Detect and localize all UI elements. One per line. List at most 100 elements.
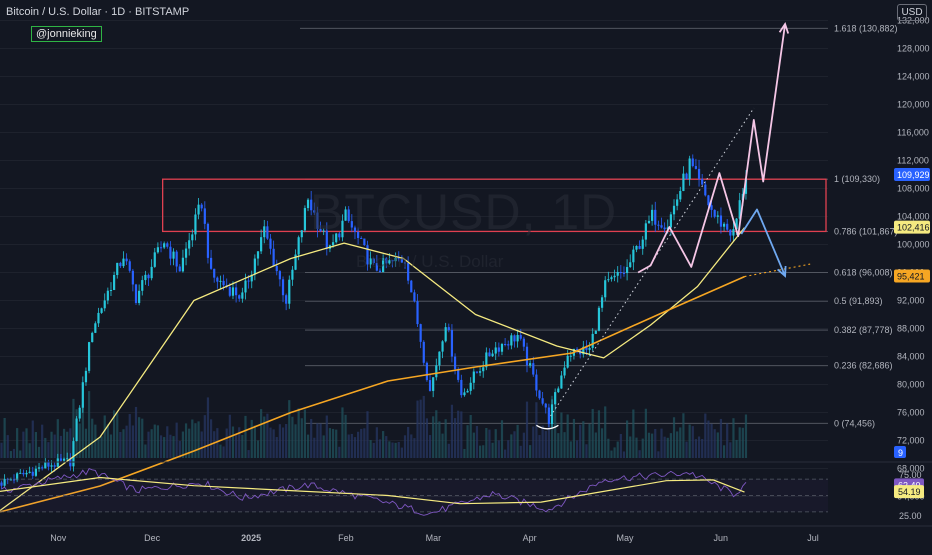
volume-bar	[694, 439, 698, 458]
time-tick-label: Jun	[713, 533, 728, 543]
candle-body	[378, 270, 382, 273]
volume-bar	[335, 429, 338, 458]
candle-body	[28, 471, 31, 473]
volume-bar	[647, 432, 651, 458]
volume-bar	[610, 450, 613, 458]
volume-bar	[594, 432, 597, 458]
volume-bar	[356, 431, 360, 458]
symbol-title[interactable]: Bitcoin / U.S. Dollar · 1D · BITSTAMP	[6, 6, 190, 18]
candle-body	[163, 243, 166, 248]
volume-bar	[69, 428, 72, 458]
candle-body	[75, 418, 78, 442]
candle-body	[582, 346, 585, 355]
candle-body	[303, 208, 307, 231]
candle-body	[81, 382, 84, 408]
volume-bar	[372, 442, 375, 458]
candle-body	[56, 458, 59, 467]
candle-body	[600, 297, 604, 308]
volume-bar	[688, 424, 691, 458]
candle-body	[657, 224, 660, 226]
volume-bar	[619, 434, 622, 458]
bull-projection-arrow-head	[778, 21, 790, 34]
volume-bar	[225, 428, 228, 458]
volume-bar	[682, 413, 685, 458]
candle-body	[491, 353, 494, 357]
volume-bar	[722, 445, 726, 458]
candle-body	[435, 365, 438, 378]
candle-body	[488, 352, 491, 357]
candle-body	[507, 344, 510, 346]
price-tick-label: 120,000	[897, 100, 930, 110]
volume-bar	[184, 423, 188, 458]
candle-body	[203, 208, 206, 224]
symbol-watermark: BTCUSD, 1D	[310, 184, 618, 240]
candle-body	[478, 371, 482, 373]
volume-bar	[366, 411, 369, 458]
candle-body	[47, 462, 50, 467]
candle-body	[510, 335, 513, 346]
volume-bar	[316, 423, 319, 458]
price-tick-label: 112,000	[897, 156, 929, 166]
candle-body	[94, 323, 97, 333]
candle-body	[31, 471, 34, 476]
volume-bar	[450, 404, 454, 458]
volume-bar	[541, 425, 544, 458]
candle-body	[369, 258, 372, 265]
candle-body	[594, 330, 597, 334]
candle-body	[607, 279, 610, 281]
candle-body	[319, 228, 322, 232]
currency-button[interactable]: USD	[897, 4, 927, 21]
candle-body	[219, 280, 222, 282]
volume-bar	[422, 395, 425, 458]
rsi-line	[1, 468, 747, 516]
volume-bar	[41, 424, 44, 458]
volume-bar	[735, 439, 738, 458]
candle-body	[181, 257, 185, 272]
candle-body	[428, 380, 432, 391]
candle-body	[150, 266, 153, 279]
candle-body	[732, 229, 735, 236]
candle-body	[416, 301, 419, 325]
volume-bar	[544, 431, 547, 458]
candle-body	[485, 352, 488, 368]
candle-body	[175, 251, 178, 267]
candle-body	[16, 473, 19, 481]
candle-body	[663, 227, 666, 230]
volume-bar	[641, 438, 644, 458]
candle-body	[116, 262, 119, 275]
volume-bar	[300, 418, 303, 458]
volume-bar	[28, 443, 31, 458]
candle-body	[629, 262, 632, 268]
volume-bar	[432, 416, 435, 458]
volume-bar	[25, 428, 28, 458]
candle-body	[504, 344, 507, 346]
candle-body	[44, 462, 47, 469]
volume-bar	[385, 436, 388, 458]
candle-body	[0, 482, 3, 486]
volume-bar	[657, 451, 660, 458]
volume-bar	[197, 421, 200, 458]
volume-bar	[729, 442, 732, 458]
volume-bar	[200, 431, 203, 458]
volume-bar	[644, 408, 647, 458]
volume-bar	[59, 435, 63, 458]
time-tick-label: Feb	[338, 533, 354, 543]
candle-body	[172, 251, 175, 259]
fib-label: 0.618 (96,008)	[834, 267, 893, 277]
candle-body	[100, 308, 103, 313]
candle-body	[360, 237, 363, 239]
candle-body	[566, 355, 569, 368]
candle-body	[447, 327, 450, 331]
candle-body	[22, 472, 25, 475]
price-tick-label: 80,000	[897, 380, 925, 390]
volume-bar	[701, 438, 704, 458]
volume-bar	[181, 431, 185, 458]
price-tick-label: 88,000	[897, 324, 925, 334]
price-tag	[894, 220, 930, 234]
volume-bar	[538, 435, 541, 458]
time-tick-label: Jul	[807, 533, 819, 543]
candle-body	[119, 262, 122, 267]
volume-bar	[306, 434, 310, 458]
